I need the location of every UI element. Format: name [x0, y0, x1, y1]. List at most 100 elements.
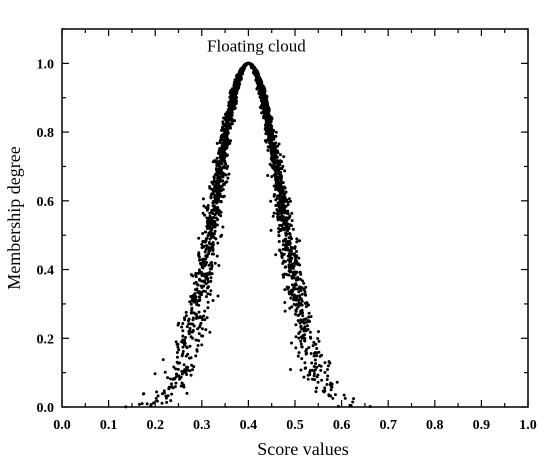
cloud-drop: [264, 126, 268, 130]
cloud-drop: [315, 347, 319, 350]
cloud-drop: [284, 248, 288, 252]
cloud-drop: [271, 214, 275, 218]
cloud-drop: [272, 137, 276, 141]
cloud-drop: [193, 297, 197, 301]
cloud-drop: [288, 223, 292, 227]
cloud-drop: [280, 223, 284, 227]
cloud-drop: [325, 377, 329, 381]
cloud-drop: [161, 358, 165, 362]
cloud-drop: [284, 233, 288, 237]
cloud-drop: [270, 175, 274, 179]
cloud-drop: [219, 148, 223, 152]
cloud-drop: [306, 373, 310, 377]
cloud-drop: [176, 367, 180, 371]
cloud-drop: [304, 348, 308, 352]
cloud-drop: [228, 91, 232, 95]
cloud-drop: [215, 181, 219, 185]
cloud-drop: [301, 334, 305, 337]
cloud-drop: [153, 372, 157, 376]
cloud-drop: [168, 377, 172, 381]
cloud-drop: [215, 198, 219, 202]
y-tick-label: 0.8: [37, 126, 55, 141]
cloud-drop: [185, 325, 189, 329]
cloud-drop: [286, 200, 290, 204]
cloud-drop: [226, 176, 230, 180]
cloud-drop: [188, 369, 192, 373]
cloud-drop: [349, 404, 353, 408]
cloud-drop: [225, 122, 229, 126]
cloud-drop: [296, 294, 300, 298]
cloud-drop: [264, 106, 268, 110]
cloud-drop: [197, 339, 201, 343]
cloud-drop: [202, 260, 206, 264]
cloud-drop: [297, 351, 301, 355]
cloud-drop: [281, 226, 285, 230]
cloud-drop: [181, 340, 185, 344]
cloud-drop: [175, 343, 179, 347]
cloud-drop: [279, 211, 283, 215]
cloud-drop: [294, 282, 298, 286]
cloud-drop: [276, 203, 280, 207]
cloud-drop: [297, 290, 301, 294]
cloud-drop: [297, 313, 301, 317]
cloud-drop: [184, 310, 188, 314]
cloud-drop: [294, 335, 298, 339]
cloud-drop: [211, 188, 215, 192]
cloud-drop: [263, 123, 267, 127]
cloud-drop: [298, 285, 302, 289]
cloud-drop: [195, 315, 199, 318]
cloud-drop: [213, 184, 217, 188]
cloud-drop: [302, 329, 306, 333]
cloud-drop: [198, 296, 202, 300]
cloud-drop: [263, 111, 267, 115]
cloud-drop: [197, 254, 201, 258]
cloud-drop: [269, 199, 273, 203]
cloud-drop: [225, 134, 229, 138]
cloud-drop: [164, 396, 168, 400]
cloud-drop: [215, 161, 219, 165]
cloud-drop: [174, 367, 178, 371]
cloud-drop: [191, 316, 195, 320]
cloud-drop: [290, 276, 294, 280]
cloud-drop: [293, 312, 297, 316]
cloud-drop: [291, 227, 295, 231]
cloud-drop: [174, 340, 178, 344]
cloud-drop: [300, 357, 304, 361]
cloud-drop: [281, 261, 285, 265]
cloud-drop: [206, 203, 210, 207]
cloud-drop: [216, 163, 220, 167]
cloud-drop: [293, 245, 297, 249]
cloud-drop: [181, 322, 185, 325]
cloud-drop: [325, 368, 329, 372]
x-tick-label: 0.6: [333, 418, 351, 433]
cloud-drop: [185, 346, 189, 350]
cloud-drop: [290, 219, 294, 223]
cloud-drop: [217, 263, 221, 267]
cloud-drop: [278, 195, 282, 199]
cloud-drop: [312, 354, 316, 358]
cloud-drop: [228, 126, 232, 130]
cloud-drop: [216, 241, 220, 245]
cloud-drop: [313, 358, 317, 362]
cloud-drop: [314, 390, 318, 394]
cloud-drop: [301, 314, 305, 318]
cloud-drop: [224, 127, 228, 131]
cloud-drop: [181, 384, 185, 388]
cloud-drop: [233, 107, 237, 111]
cloud-drop: [280, 255, 284, 259]
cloud-drop: [269, 137, 273, 141]
cloud-drop: [303, 292, 307, 296]
cloud-drop: [220, 125, 224, 129]
cloud-drop: [238, 71, 242, 75]
cloud-drop: [287, 227, 291, 231]
cloud-drop: [335, 380, 339, 384]
cloud-drop: [278, 249, 282, 253]
cloud-drop: [192, 365, 196, 369]
cloud-drop: [231, 92, 235, 96]
cloud-drop: [275, 155, 279, 159]
cloud-drop: [295, 250, 299, 254]
cloud-drop: [181, 350, 185, 354]
cloud-drop: [281, 164, 285, 168]
cloud-drop: [287, 265, 291, 269]
x-tick-label: 0.5: [286, 418, 304, 433]
